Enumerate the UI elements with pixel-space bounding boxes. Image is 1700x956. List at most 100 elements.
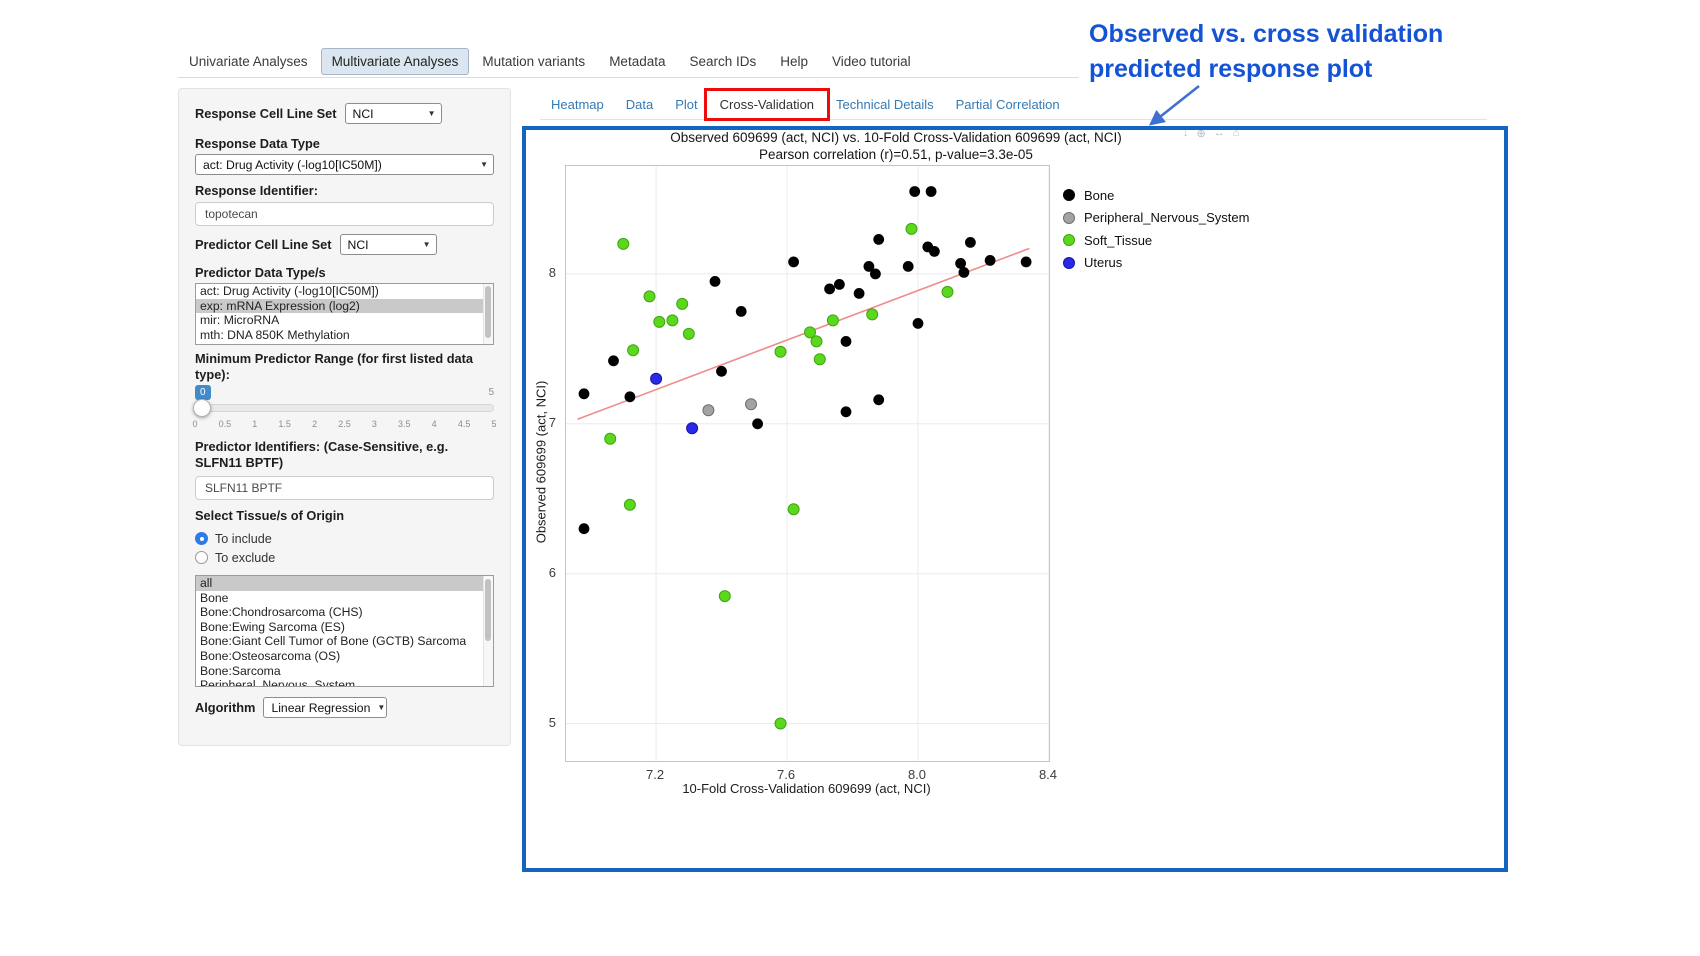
point-soft-tissue [604,432,617,445]
predictor-identifiers-label: Predictor Identifiers: (Case-Sensitive, … [195,439,449,470]
legend-item-peripheral-nervous-system[interactable]: Peripheral_Nervous_System [1063,207,1249,230]
option-bone-osteosarcoma-os[interactable]: Bone:Osteosarcoma (OS) [200,648,341,663]
nav-tab-help[interactable]: Help [780,54,809,69]
option-mir-microrna[interactable]: mir: MicroRNA [200,313,280,328]
predictor-data-type-listbox[interactable]: act: Drug Activity (-log10[IC50M]) exp: m… [195,283,494,345]
point-uterus [686,422,699,435]
point-bone [955,258,967,269]
result-tabs: Heatmap Data Plot Cross-Validation Technical… [540,91,1071,118]
option-bone-sarcoma[interactable]: Bone:Sarcoma [200,663,281,678]
tissue-listbox[interactable]: all Bone Bone:Chondrosarcoma (CHS) Bone:Ewi… [195,575,494,687]
point-bone [863,261,875,272]
option-bone-giant-cell-tumor-of-bone-gctb-sarcoma[interactable]: Bone:Giant Cell Tumor of Bone (GCTB) Sar… [200,634,467,649]
algorithm-label: Algorithm [195,700,256,715]
predictor-cell-line-set-label: Predictor Cell Line Set [195,237,332,252]
algorithm-select[interactable]: Linear Regression ▼ [263,697,388,718]
point-bone [788,256,800,268]
legend-item-uterus[interactable]: Uterus [1063,252,1249,275]
nav-tab-metadata[interactable]: Metadata [609,54,666,69]
response-cell-line-set-select[interactable]: NCI ▼ [344,103,442,124]
option-bone-ewing-sarcoma-es[interactable]: Bone:Ewing Sarcoma (ES) [200,619,345,634]
plot-legend: Bone Peripheral_Nervous_System Soft_Tissue… [1063,184,1249,274]
slider-tick-0-5: 0.5 [218,419,232,429]
x-axis-label: 10-Fold Cross-Validation 609699 (act, NC… [682,781,931,796]
point-bone [824,283,836,295]
slider-max-label: 5 [488,387,494,398]
point-soft-tissue [653,315,666,328]
slider-tick-1: 1 [252,419,258,429]
option-bone[interactable]: Bone [200,590,229,605]
legend-marker-icon [1063,189,1075,202]
point-soft-tissue [617,237,630,250]
slider-tick-5: 5 [491,419,497,429]
point-soft-tissue [623,498,636,511]
option-peripheral-nervous-system[interactable]: Peripheral_Nervous_System [200,678,356,687]
min-predictor-range-label: Minimum Predictor Range (for first liste… [195,351,474,382]
legend-label: Uterus [1084,255,1123,271]
scrollbar[interactable] [483,284,493,344]
download-icon[interactable]: ↓ [1183,127,1189,139]
scrollbar-thumb[interactable] [485,579,491,641]
tissue-options: all Bone Bone:Chondrosarcoma (CHS) Bone:Ewi… [196,576,493,687]
result-tab-partial-correlation[interactable]: Partial Correlation [955,97,1060,112]
slider-tick-1-5: 1.5 [278,419,291,429]
option-exp-mrna-expression-log2[interactable]: exp: mRNA Expression (log2) [196,298,493,314]
radio-to-include[interactable]: To include [195,529,494,548]
point-bone [870,268,881,280]
point-bone [873,234,885,245]
scrollbar[interactable] [483,576,493,686]
legend-label: Peripheral_Nervous_System [1084,210,1250,226]
min-predictor-range-slider: 0 5 0 0.5 1 1.5 2 2.5 3 3.5 4 4.5 5 [192,385,497,431]
result-tab-plot[interactable]: Plot [675,97,698,112]
slider-tick-2: 2 [312,419,318,429]
response-identifier-input[interactable] [195,202,494,226]
home-icon[interactable]: ⌂ [1232,127,1240,139]
chevron-down-icon: ▼ [480,160,488,169]
point-bone [608,355,619,367]
option-mth-dna-850k-methylation[interactable]: mth: DNA 850K Methylation [200,327,350,342]
point-soft-tissue [810,335,823,348]
legend-marker-icon [1063,234,1075,247]
legend-label: Bone [1084,187,1115,203]
pan-icon[interactable]: ↔ [1213,127,1225,139]
nav-tab-search-ids[interactable]: Search IDs [689,54,757,69]
slider-handle[interactable] [193,399,211,417]
point-soft-tissue [804,326,816,339]
nav-tab-multivariate-analyses[interactable]: Multivariate Analyses [320,48,470,75]
annotation-callout: Observed vs. cross validation predicted … [1089,17,1443,87]
point-bone [902,261,914,272]
predictor-identifiers-input[interactable] [195,476,494,500]
radio-button-icon [195,532,208,545]
radio-to-exclude[interactable]: To exclude [195,548,494,567]
predictor-data-types-label: Predictor Data Type/s [195,265,326,280]
scrollbar-thumb[interactable] [485,286,491,338]
result-tab-cross-validation[interactable]: Cross-Validation [719,97,815,112]
option-bone-chondrosarcoma-chs[interactable]: Bone:Chondrosarcoma (CHS) [200,605,363,620]
point-bone [873,394,885,406]
result-tab-heatmap[interactable]: Heatmap [551,97,604,112]
regression-line [577,247,1030,421]
option-act-drug-activity-log10-ic50m[interactable]: act: Drug Activity (-log10[IC50M]) [200,284,379,298]
plot-canvas[interactable] [565,165,1050,762]
slider-track[interactable] [195,404,494,412]
nav-tab-univariate-analyses[interactable]: Univariate Analyses [189,54,308,69]
point-uterus [650,372,663,385]
x-tick-label: 7.2 [646,767,665,782]
option-all[interactable]: all [196,576,493,591]
legend-item-soft-tissue[interactable]: Soft_Tissue [1063,229,1249,252]
nav-tab-mutation-variants[interactable]: Mutation variants [482,54,586,69]
response-cell-line-set-row: Response Cell Line Set NCI ▼ [195,103,494,124]
response-cell-line-set-value: NCI [352,106,374,121]
predictor-cell-line-set-select[interactable]: NCI ▼ [339,234,437,255]
point-bone [958,267,970,278]
result-tab-data[interactable]: Data [625,97,654,112]
point-bone [840,406,852,418]
nav-tab-video-tutorial[interactable]: Video tutorial [832,54,911,69]
legend-label: Soft_Tissue [1084,232,1153,248]
scatter-plot [566,166,1050,761]
legend-item-bone[interactable]: Bone [1063,184,1249,207]
point-bone [709,276,721,287]
zoom-icon[interactable]: ⊕ [1196,128,1206,140]
result-tab-technical-details[interactable]: Technical Details [836,97,934,112]
response-data-type-select[interactable]: act: Drug Activity (-log10[IC50M]) ▼ [195,154,494,175]
